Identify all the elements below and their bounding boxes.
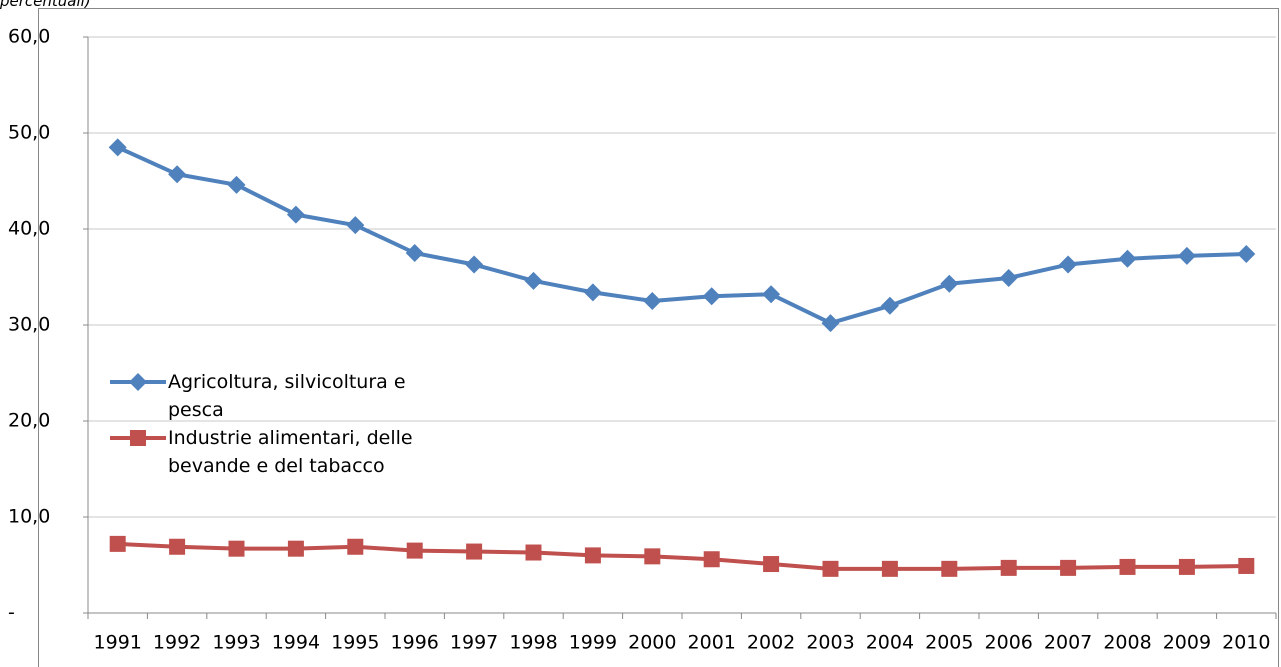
marker bbox=[169, 538, 186, 555]
x-tick-label: 2007 bbox=[1044, 632, 1092, 654]
marker bbox=[525, 544, 542, 561]
legend-entry: Industrie alimentari, delle bevande e de… bbox=[108, 424, 438, 480]
x-tick-label: 2000 bbox=[628, 632, 676, 654]
y-tick-label: 60,0 bbox=[8, 26, 50, 48]
marker bbox=[347, 538, 364, 555]
marker bbox=[1238, 557, 1255, 574]
marker bbox=[168, 165, 187, 184]
y-tick-label: 40,0 bbox=[8, 218, 50, 240]
x-tick-label: 1994 bbox=[272, 632, 320, 654]
marker bbox=[130, 430, 146, 446]
marker bbox=[109, 535, 126, 552]
marker bbox=[763, 556, 780, 573]
legend-label: Industrie alimentari, delle bevande e de… bbox=[168, 427, 413, 477]
marker bbox=[228, 540, 245, 557]
marker bbox=[1118, 249, 1137, 268]
marker bbox=[129, 373, 147, 391]
series-line bbox=[117, 541, 1247, 571]
marker bbox=[702, 287, 721, 306]
chart-frame bbox=[38, 8, 1279, 667]
marker bbox=[940, 274, 959, 293]
legend-entry: Agricoltura, silvicoltura e pesca bbox=[108, 368, 438, 424]
x-tick-label: 1996 bbox=[391, 632, 439, 654]
y-tick-label: 10,0 bbox=[8, 506, 50, 528]
marker bbox=[762, 285, 781, 304]
marker bbox=[1237, 244, 1256, 263]
x-tick-label: 1999 bbox=[569, 632, 617, 654]
marker bbox=[583, 283, 602, 302]
y-tick-label: 50,0 bbox=[8, 122, 50, 144]
legend: Agricoltura, silvicoltura e pesca Industr… bbox=[108, 368, 438, 480]
marker bbox=[1059, 255, 1078, 274]
x-tick-label: 1991 bbox=[94, 632, 142, 654]
marker bbox=[1177, 246, 1196, 265]
marker bbox=[286, 205, 305, 224]
marker bbox=[584, 547, 601, 564]
x-tick-label: 2003 bbox=[806, 632, 854, 654]
x-tick-label: 2005 bbox=[925, 632, 973, 654]
marker bbox=[465, 255, 484, 274]
legend-label: Agricoltura, silvicoltura e pesca bbox=[168, 371, 406, 421]
x-tick-label: 2002 bbox=[747, 632, 795, 654]
y-tick-label: 20,0 bbox=[8, 410, 50, 432]
marker bbox=[880, 296, 899, 315]
marker bbox=[108, 138, 127, 157]
legend-key bbox=[110, 430, 166, 446]
chart-title: percentuali) bbox=[0, 0, 91, 10]
x-tick-label: 1998 bbox=[509, 632, 557, 654]
marker bbox=[287, 540, 304, 557]
marker bbox=[643, 292, 662, 310]
marker bbox=[881, 560, 898, 577]
series-line bbox=[116, 145, 1247, 326]
marker bbox=[1000, 559, 1017, 576]
x-tick-label: 2008 bbox=[1103, 632, 1151, 654]
x-tick-label: 1993 bbox=[212, 632, 260, 654]
y-tick-label: - bbox=[8, 602, 15, 624]
x-tick-label: 1995 bbox=[331, 632, 379, 654]
marker bbox=[1119, 558, 1136, 575]
marker bbox=[227, 175, 246, 194]
x-tick-label: 2004 bbox=[866, 632, 914, 654]
marker bbox=[406, 542, 423, 559]
marker bbox=[466, 543, 483, 560]
marker bbox=[821, 314, 840, 333]
marker bbox=[524, 271, 543, 290]
marker bbox=[703, 551, 720, 568]
marker bbox=[1060, 559, 1077, 576]
x-tick-label: 2006 bbox=[985, 632, 1033, 654]
x-tick-label: 1997 bbox=[450, 632, 498, 654]
marker bbox=[346, 216, 365, 235]
marker bbox=[822, 560, 839, 577]
x-tick-label: 2009 bbox=[1163, 632, 1211, 654]
y-tick-label: 30,0 bbox=[8, 314, 50, 336]
marker bbox=[1178, 558, 1195, 575]
marker bbox=[999, 268, 1018, 287]
x-tick-label: 2010 bbox=[1222, 632, 1270, 654]
x-tick-label: 1992 bbox=[153, 632, 201, 654]
marker bbox=[941, 560, 958, 577]
marker bbox=[644, 548, 661, 565]
legend-key bbox=[110, 373, 166, 391]
x-tick-label: 2001 bbox=[688, 632, 736, 654]
marker bbox=[405, 244, 424, 262]
